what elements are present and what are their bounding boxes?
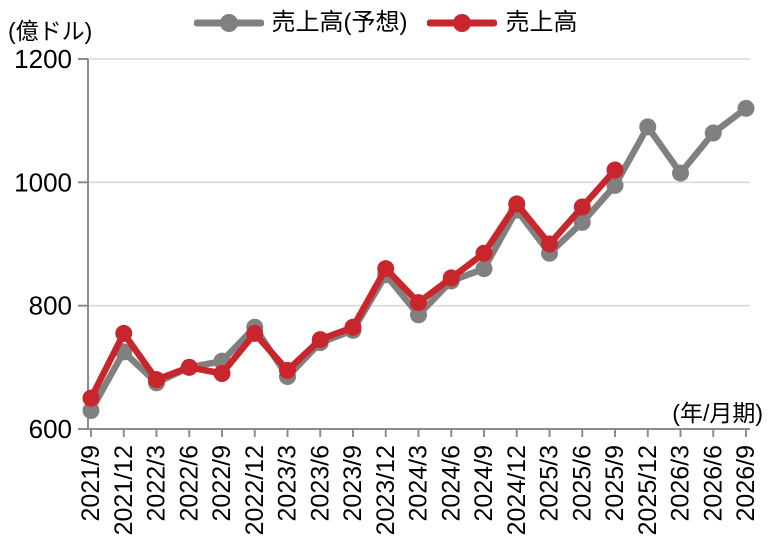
actual-series-line <box>87 166 619 402</box>
x-tick-label: 2026/6 <box>699 445 727 521</box>
y-tick-label: 600 <box>29 414 72 444</box>
actual-data-point <box>82 389 100 407</box>
actual-data-point <box>541 235 558 253</box>
forecast-data-point <box>606 176 624 194</box>
actual-data-point <box>115 324 133 342</box>
actual-data-point <box>279 361 296 379</box>
x-tick-label: 2022/3 <box>143 445 171 521</box>
legend-label-actual: 売上高 <box>505 9 578 36</box>
actual-data-point <box>311 331 329 349</box>
actual-data-point <box>508 195 526 213</box>
x-tick-label: 2025/3 <box>536 445 564 521</box>
x-tick-label: 2023/9 <box>339 445 367 521</box>
actual-data-point <box>344 318 362 336</box>
x-tick-label: 2025/6 <box>568 445 596 521</box>
chart-legend: 売上高(予想) 売上高 <box>0 6 771 40</box>
x-axis-unit-label: (年/月期) <box>672 400 763 426</box>
x-tick-label: 2026/9 <box>732 445 760 521</box>
legend-item-forecast: 売上高(予想) <box>193 6 408 40</box>
actual-data-point <box>410 294 427 312</box>
x-tick-label: 2022/12 <box>241 445 269 535</box>
actual-data-point <box>246 324 264 342</box>
x-tick-label: 2026/3 <box>667 445 695 521</box>
forecast-line-marker-icon <box>193 14 264 32</box>
x-tick-label: 2024/12 <box>503 445 531 535</box>
x-tick-label: 2022/9 <box>208 445 236 521</box>
actual-data-point <box>475 244 493 262</box>
forecast-data-point <box>410 306 427 324</box>
x-tick-label: 2023/12 <box>372 445 400 535</box>
actual-data-point <box>180 358 198 376</box>
x-tick-label: 2023/6 <box>306 445 334 521</box>
x-tick-label: 2024/3 <box>405 445 433 521</box>
actual-data-point <box>442 269 460 287</box>
actual-data-point <box>148 371 165 389</box>
actual-line-marker-icon <box>427 14 498 32</box>
x-tick-label: 2024/6 <box>437 445 465 521</box>
legend-label-forecast: 売上高(予想) <box>271 9 408 36</box>
y-tick-label: 800 <box>29 291 72 321</box>
forecast-data-point <box>672 164 689 182</box>
y-tick-label: 1000 <box>14 167 72 197</box>
forecast-data-point <box>82 402 100 419</box>
x-tick-label: 2021/9 <box>77 445 105 521</box>
actual-data-point <box>377 260 395 278</box>
forecast-data-point <box>704 124 722 142</box>
forecast-data-point <box>475 260 493 278</box>
x-tick-label: 2024/9 <box>470 445 498 521</box>
actual-data-point <box>573 198 591 216</box>
forecast-data-point <box>573 213 591 231</box>
actual-data-point <box>213 365 231 382</box>
y-axis-unit-label: (億ドル) <box>8 18 93 44</box>
y-tick-label: 1200 <box>14 44 72 74</box>
x-tick-label: 2022/6 <box>175 445 203 521</box>
x-tick-label: 2025/12 <box>634 445 662 535</box>
forecast-data-point <box>737 99 755 117</box>
x-tick-label: 2021/12 <box>110 445 138 535</box>
legend-item-actual: 売上高 <box>427 6 577 40</box>
actual-data-point <box>606 161 624 179</box>
x-tick-label: 2025/9 <box>601 445 629 521</box>
x-tick-label: 2023/3 <box>274 445 302 521</box>
forecast-data-point <box>639 118 657 136</box>
